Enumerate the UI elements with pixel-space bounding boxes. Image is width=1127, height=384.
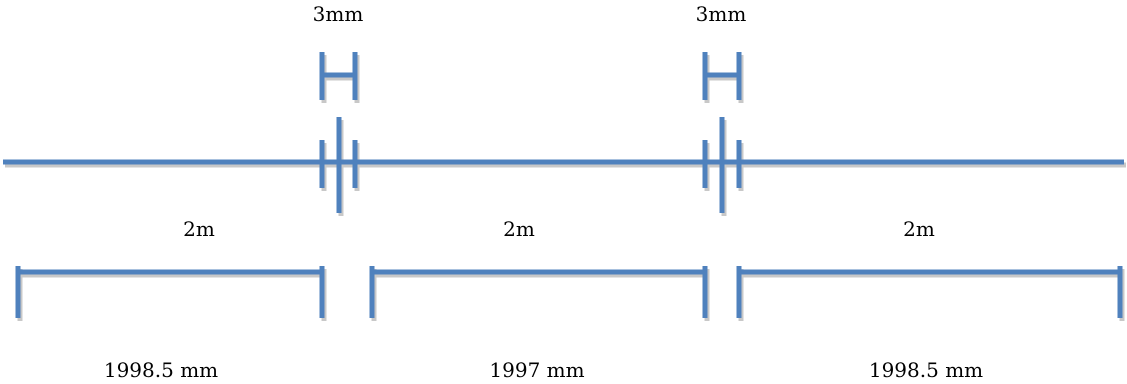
nominal-label-3: 2m [903, 217, 935, 241]
nominal-label-1: 2m [183, 217, 215, 241]
nominal-label-2: 2m [503, 217, 535, 241]
gap-label-2: 3mm [696, 2, 747, 26]
actual-length-label-1: 1998.5 mm [104, 358, 218, 382]
actual-length-label-3: 1998.5 mm [869, 358, 983, 382]
gap-label-1: 3mm [313, 2, 364, 26]
actual-length-label-2: 1997 mm [489, 358, 584, 382]
